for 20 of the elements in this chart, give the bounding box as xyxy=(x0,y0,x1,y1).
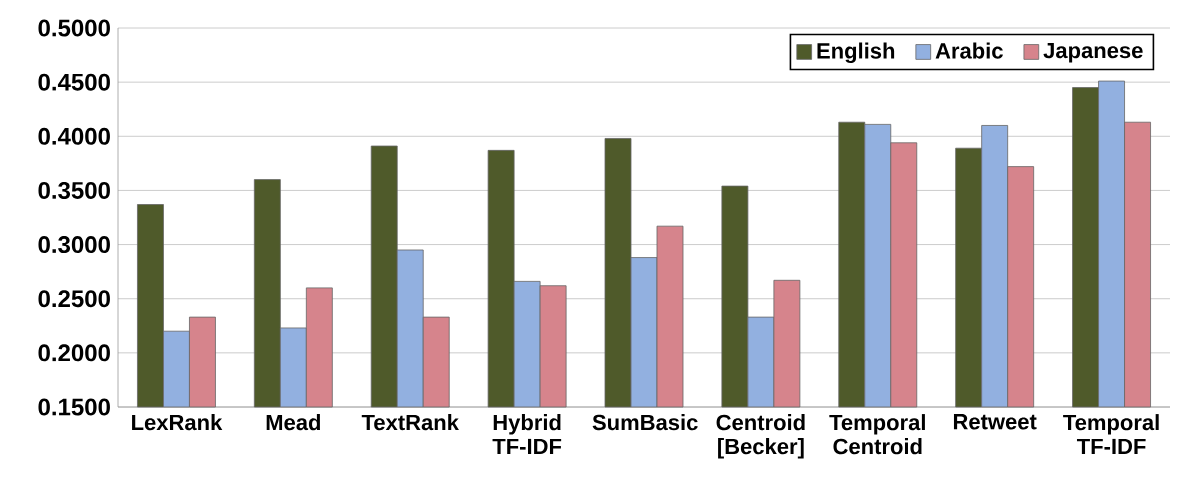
y-tick-label: 0.4000 xyxy=(38,127,110,145)
y-tick-label: 0.4500 xyxy=(38,73,110,91)
x-tick-label: Mead xyxy=(266,414,320,431)
x-tick-label: Temporal TF-IDF xyxy=(1063,414,1159,455)
x-tick-label: TextRank xyxy=(361,414,459,431)
y-tick-label: 0.5000 xyxy=(38,19,110,37)
legend-label: English xyxy=(817,42,895,64)
x-tick-label: Hybrid TF-IDF xyxy=(492,414,562,455)
y-tick-label: 0.3500 xyxy=(38,181,110,199)
x-tick-label: Centroid [Becker] xyxy=(716,414,805,459)
legend-label: Arabic xyxy=(935,42,1003,59)
x-tick-label: Temporal Centroid xyxy=(829,414,925,455)
x-tick-label: SumBasic xyxy=(592,414,698,431)
y-tick-label: 0.2500 xyxy=(38,290,110,308)
legend-label: Japanese xyxy=(1043,42,1143,63)
y-tick-label: 0.2000 xyxy=(38,344,110,362)
x-tick-label: LexRank xyxy=(132,414,223,431)
x-tick-label: Retweet xyxy=(953,414,1037,430)
y-tick-label: 0.1500 xyxy=(38,398,110,416)
y-tick-label: 0.3000 xyxy=(38,236,110,254)
